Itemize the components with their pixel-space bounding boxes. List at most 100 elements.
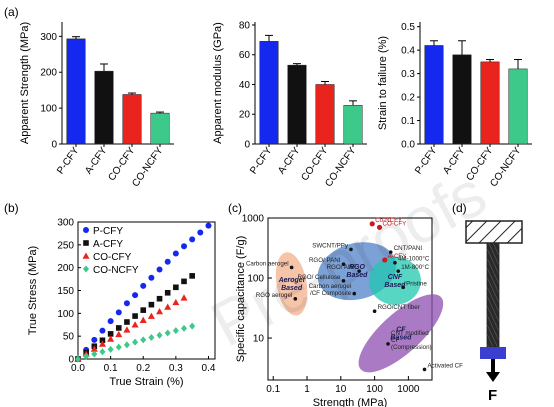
data-point-co-ncfy xyxy=(181,324,188,332)
data-point xyxy=(341,278,346,283)
data-point-co-ncfy xyxy=(99,348,106,356)
region-label: Based xyxy=(281,285,303,292)
point-label: 1M-800°C xyxy=(401,264,429,271)
bar-co-cfy xyxy=(315,84,335,145)
data-point-a-cfy xyxy=(156,295,163,302)
point-label: RGO/CNT fiber xyxy=(378,304,420,311)
legend-label: CO-NCFY xyxy=(93,265,139,276)
data-point-p-cfy xyxy=(107,318,114,325)
data-point xyxy=(401,285,405,290)
data-point-a-cfy xyxy=(99,337,106,344)
data-point-p-cfy xyxy=(197,229,204,236)
data-point-co-cfy xyxy=(115,330,123,338)
data-point-a-cfy xyxy=(173,284,179,291)
legend-marker-co-cfy xyxy=(82,252,90,259)
data-point-p-cfy xyxy=(115,309,122,316)
point-label: RGO/ ANF xyxy=(327,264,357,271)
bar-co-cfy xyxy=(480,61,500,145)
y-tick-label: 300 xyxy=(57,218,74,229)
tensile-test-schematic: F xyxy=(465,220,523,404)
data-point-co-ncfy xyxy=(172,327,179,335)
region-label: Based xyxy=(384,282,406,289)
data-point xyxy=(396,269,401,273)
point-label: A-CFY xyxy=(388,253,407,260)
data-point-p-cfy xyxy=(148,274,155,281)
x-tick-label: 0.4 xyxy=(202,363,216,374)
data-point-p-cfy xyxy=(164,258,171,265)
data-point-co-ncfy xyxy=(75,355,81,363)
point-label: RGO aerogel xyxy=(256,292,292,299)
data-point-a-cfy xyxy=(164,289,171,296)
y-tick-label: 0.5 xyxy=(401,22,415,33)
region-label: Aerogel xyxy=(278,277,306,284)
data-point-p-cfy xyxy=(189,236,196,243)
data-point-co-cfy xyxy=(90,345,98,352)
y-tick-label: 1000 xyxy=(242,214,265,225)
force-label: F xyxy=(488,387,497,404)
region-cf-based xyxy=(358,294,444,373)
strain-bar-chart: 0.00.10.20.30.40.5P-CFY A-CFYCO-CFYCO-NCF… xyxy=(377,22,532,189)
data-point-p-cfy xyxy=(132,292,139,299)
data-point-a-cfy xyxy=(115,325,122,331)
y-tick-label: 0 xyxy=(244,140,250,151)
data-point-p-cfy xyxy=(123,300,130,307)
data-point-a-cfy xyxy=(132,313,138,319)
bar-a-cfy xyxy=(452,54,472,145)
point-label: CNT/PANI xyxy=(394,245,423,252)
data-point xyxy=(376,224,383,230)
data-point-co-ncfy xyxy=(189,322,196,330)
data-point-a-cfy xyxy=(107,331,114,337)
data-point-co-ncfy xyxy=(140,336,147,344)
data-point-co-ncfy xyxy=(91,350,98,358)
data-point-a-cfy xyxy=(124,319,130,325)
x-tick-label: 0.3 xyxy=(169,363,183,374)
data-point-p-cfy xyxy=(91,336,98,343)
x-tick-label: A-CFY xyxy=(276,145,302,176)
data-point-a-cfy xyxy=(189,273,195,279)
data-point xyxy=(386,342,390,346)
point-label: RGO/ PANI xyxy=(309,257,341,264)
legend-marker-p-cfy xyxy=(83,227,89,233)
region-aerogel-based xyxy=(275,252,308,316)
data-point-p-cfy xyxy=(140,282,147,289)
bar-a-cfy xyxy=(287,64,307,145)
data-point-co-ncfy xyxy=(132,338,139,346)
point-label: Activated CF xyxy=(428,362,464,369)
data-point-p-cfy xyxy=(172,250,179,257)
x-tick-label: 1000 xyxy=(397,384,420,395)
point-label: CO-CFY xyxy=(383,220,407,227)
data-point-co-cfy xyxy=(131,321,139,328)
y-axis-label: Specific capacitance (F/g) xyxy=(235,236,247,363)
data-point xyxy=(388,250,393,254)
point-label: /CF Composite xyxy=(310,290,352,297)
y-tick-label: 100 xyxy=(40,104,57,115)
data-point xyxy=(293,297,298,301)
region-label: Based xyxy=(390,334,412,341)
x-axis-label: Strength (MPa) xyxy=(313,397,388,407)
y-axis-label: True Stress (MPa) xyxy=(27,246,39,335)
y-tick-label: 250 xyxy=(57,240,74,251)
x-tick-label: A-CFY xyxy=(441,145,467,176)
point-label: 4M-1000°C xyxy=(398,256,430,263)
data-point-co-cfy xyxy=(164,303,172,310)
x-tick-label: P-CFY xyxy=(55,145,81,176)
x-axis-label: True Strain (%) xyxy=(109,376,183,388)
x-tick-label: 100 xyxy=(366,384,383,395)
data-point xyxy=(372,309,377,314)
bar-a-cfy xyxy=(94,70,114,145)
point-label: RGO/ Cellulose xyxy=(297,274,341,281)
x-tick-label: 10 xyxy=(335,384,347,395)
region-label: CF xyxy=(396,326,406,333)
point-label: SWCNT/PPy xyxy=(312,242,349,249)
y-tick-label: 20 xyxy=(239,110,251,121)
data-point-co-cfy xyxy=(172,298,180,306)
data-point-co-cfy xyxy=(147,312,155,319)
x-tick-label: P-CFY xyxy=(413,145,439,176)
yarn-specimen xyxy=(486,242,500,348)
y-axis-label: Strain to failure (%) xyxy=(377,36,389,130)
data-point xyxy=(422,367,427,372)
y-tick-label: 0.2 xyxy=(401,93,415,104)
